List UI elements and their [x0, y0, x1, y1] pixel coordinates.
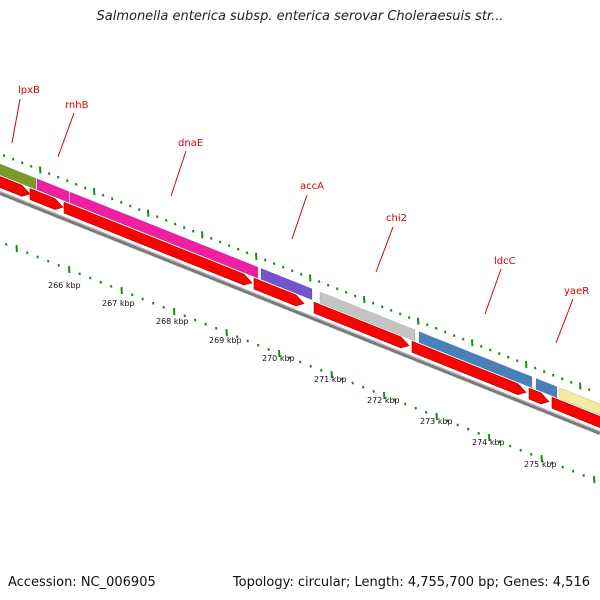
- inner-dotted-ruler: [5, 242, 596, 484]
- accession-label: Accession: NC_006905: [8, 575, 156, 590]
- gene-leader-line: [375, 226, 394, 273]
- gene-block-dnaE[interactable]: [69, 191, 259, 279]
- scale-tick-label: 273 kbp: [420, 417, 453, 426]
- scale-tick-label: 274 kbp: [472, 438, 505, 447]
- cds-arrow[interactable]: [63, 201, 253, 286]
- cds-track: [0, 173, 600, 432]
- gene-label-rnhB[interactable]: rnhB: [65, 100, 89, 111]
- gene-block-rnhB[interactable]: [36, 178, 70, 204]
- gene-block-accA[interactable]: [260, 267, 313, 301]
- cds-arrow[interactable]: [411, 340, 527, 396]
- gene-block-lpxB[interactable]: [0, 160, 37, 190]
- gene-label-lpxB[interactable]: lpxB: [18, 85, 40, 96]
- genome-summary: Topology: circular; Length: 4,755,700 bp…: [232, 575, 590, 590]
- gene-label-yaeR[interactable]: yaeR: [564, 286, 589, 297]
- scale-tick-label: 269 kbp: [209, 336, 242, 345]
- scale-tick-label: 268 kbp: [156, 317, 189, 326]
- outer-dotted-ruler: [3, 154, 591, 392]
- gene-block-yaeR[interactable]: [535, 377, 558, 399]
- backbone-line: [0, 191, 600, 435]
- cds-arrow[interactable]: [551, 396, 600, 432]
- gene-label-dnaE[interactable]: dnaE: [178, 138, 203, 149]
- gene-block-chi2[interactable]: [319, 291, 416, 342]
- gene-label-chi2[interactable]: chi2: [386, 213, 407, 224]
- gene-leader-line: [291, 194, 308, 240]
- cds-arrow[interactable]: [29, 188, 64, 210]
- gene-labels: lpxB rnhB dnaE accA chi2 ldcC yaeR: [11, 85, 589, 344]
- backbone: [0, 191, 600, 435]
- gene-track: [0, 160, 600, 416]
- gene-leader-line: [555, 298, 574, 344]
- cds-arrow[interactable]: [0, 173, 31, 197]
- gene-leader-line: [170, 150, 187, 197]
- backbone-highlight: [0, 191, 600, 432]
- gene-label-ldcC[interactable]: ldcC: [494, 256, 516, 267]
- cds-arrow[interactable]: [528, 387, 550, 405]
- gene-label-accA[interactable]: accA: [300, 181, 324, 192]
- scale-tick-label: 267 kbp: [102, 299, 135, 308]
- cds-arrow[interactable]: [253, 277, 305, 307]
- scale-tick-label: 275 kbp: [524, 460, 557, 469]
- gene-leader-line: [57, 112, 75, 158]
- gene-leader-line: [484, 268, 502, 315]
- gene-block-ldcC[interactable]: [418, 331, 533, 389]
- scale-tick-label: 266 kbp: [48, 281, 81, 290]
- gene-leader-line: [11, 98, 21, 144]
- map-title: Salmonella enterica subsp. enterica sero…: [96, 9, 504, 24]
- scale-tick-labels: 266 kbp 267 kbp 268 kbp 269 kbp 270 kbp 271 k…: [48, 281, 557, 469]
- cds-arrow[interactable]: [313, 301, 410, 349]
- scale-tick-label: 270 kbp: [262, 354, 295, 363]
- scale-tick-label: 272 kbp: [367, 396, 400, 405]
- scale-tick-label: 271 kbp: [314, 375, 347, 384]
